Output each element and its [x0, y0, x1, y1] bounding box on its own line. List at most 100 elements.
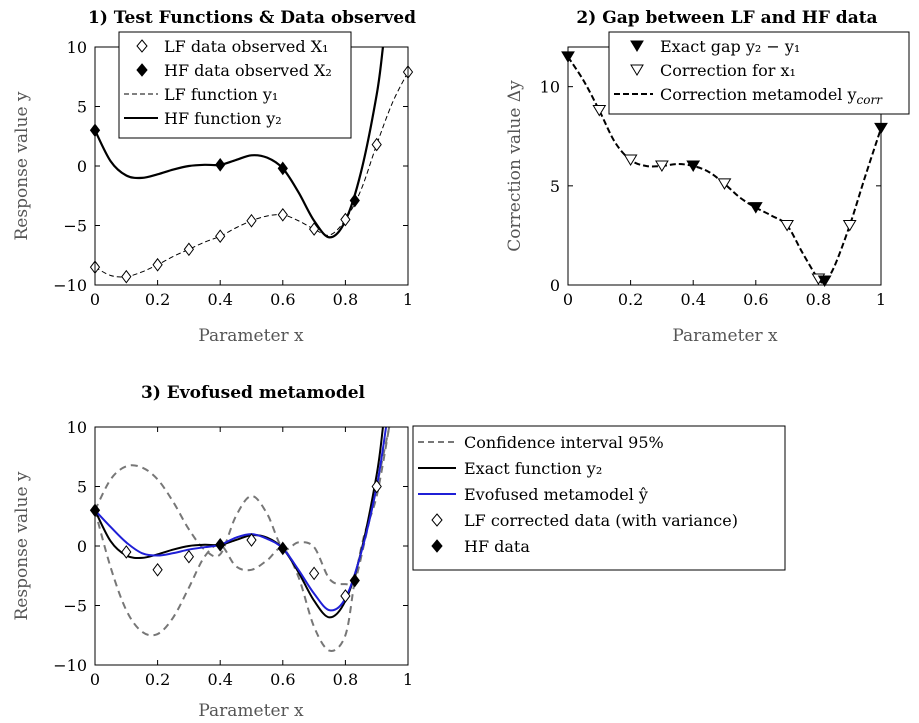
y-tick-label: 10 — [540, 78, 560, 97]
lf-corrected-point — [246, 533, 257, 547]
confidence-lower-line — [95, 427, 391, 652]
panel-2-xlabel: Parameter x — [672, 326, 778, 346]
panel-3-ylabel: Response value y — [12, 471, 32, 620]
y-tick-label: −10 — [53, 656, 87, 675]
y-tick-label: 0 — [77, 537, 87, 556]
x-tick-label: 0.2 — [618, 290, 643, 309]
legend-label-confidence: Confidence interval 95% — [464, 433, 664, 452]
correction-point — [780, 220, 794, 232]
correction-point — [717, 178, 732, 190]
lf-corrected-point — [308, 566, 320, 581]
x-tick-label: 1 — [403, 290, 413, 309]
panel-2-title: 2) Gap between LF and HF data — [576, 8, 877, 28]
confidence-upper-line — [95, 427, 391, 586]
panel-2-ylabel: Correction value Δy — [505, 80, 525, 252]
y-tick-label: 5 — [77, 478, 87, 497]
y-tick-label: −5 — [63, 597, 87, 616]
legend-label-evofused: Evofused metamodel ŷ — [464, 485, 648, 504]
hf-data-point — [349, 573, 360, 588]
legend-label-hf-data-3: HF data — [464, 537, 530, 556]
x-tick-label: 0.8 — [333, 290, 358, 309]
panel-3-frame — [94, 426, 409, 666]
lf-corrected-point — [152, 562, 163, 577]
panel-1-ylabel: Response value y — [12, 91, 32, 240]
panel-3-ticks: 0 0.2 0.4 0.6 0.8 1 −10 −5 0 5 10 — [53, 418, 413, 689]
legend-marker-exact-gap — [630, 40, 644, 52]
exact-function-line — [95, 427, 384, 619]
y-tick-label: 5 — [77, 98, 87, 117]
x-tick-label: 0.4 — [207, 290, 232, 309]
correction-point — [842, 220, 857, 232]
lf-data-point — [121, 269, 132, 284]
x-tick-label: 0 — [563, 290, 573, 309]
y-tick-label: 0 — [550, 276, 560, 295]
panel-1: 1) Test Functions & Data observed 0 0.2 0.… — [12, 8, 416, 346]
panel-1-ticks: 0 0.2 0.4 0.6 0.8 1 −10 −5 0 5 10 — [53, 38, 413, 309]
lf-data-point — [215, 229, 226, 244]
lf-data-point — [246, 213, 257, 228]
panel-2-legend: Exact gap y₂ − y₁ Correction for x₁ Corr… — [608, 31, 910, 115]
legend-marker-correction — [630, 64, 644, 76]
x-tick-label: 1 — [403, 670, 413, 689]
correction-point — [623, 154, 638, 167]
x-tick-label: 0.6 — [743, 290, 768, 309]
x-tick-label: 0.8 — [333, 670, 358, 689]
panel-2: 2) Gap between LF and HF data 0 0.2 0.4 0.6… — [505, 8, 910, 346]
exact-gap-point — [686, 160, 701, 172]
y-tick-label: −5 — [63, 217, 87, 236]
lf-data-point — [183, 242, 195, 257]
panel-3-xlabel: Parameter x — [198, 701, 304, 721]
x-tick-label: 0.2 — [145, 290, 170, 309]
correction-point — [592, 104, 607, 117]
lf-data-point — [152, 257, 163, 272]
panel-3-plot-area — [89, 427, 391, 652]
panel-3-title: 3) Evofused metamodel — [141, 383, 366, 403]
x-tick-label: 0.6 — [270, 670, 295, 689]
x-tick-label: 1 — [876, 290, 886, 309]
lf-data-point — [340, 212, 351, 227]
hf-data-point — [277, 161, 288, 176]
panel-3-legend: Confidence interval 95% Exact function y… — [412, 425, 786, 571]
legend-label-lf-corrected: LF corrected data (with variance) — [464, 511, 738, 530]
lf-data-point — [371, 137, 382, 152]
lf-corrected-point — [340, 589, 351, 603]
legend-label-correction-metamodel: Correction metamodel ycorr — [660, 85, 883, 107]
exact-gap-point — [748, 202, 763, 214]
panel-1-legend: LF data observed X₁ HF data observed X₂ … — [118, 31, 352, 139]
lf-data-point — [277, 207, 288, 222]
legend-label-hf-function: HF function y₂ — [164, 109, 282, 128]
legend-label-exact-function: Exact function y₂ — [464, 459, 602, 478]
hf-data-point — [277, 541, 288, 556]
legend-marker-hf-data — [136, 63, 148, 77]
panel-1-title: 1) Test Functions & Data observed — [88, 8, 416, 28]
panel-1-legend-box — [118, 31, 352, 139]
x-tick-label: 0.4 — [680, 290, 705, 309]
exact-gap-point — [817, 275, 832, 288]
y-tick-label: 10 — [67, 38, 87, 57]
legend-label-correction: Correction for x₁ — [660, 61, 796, 80]
x-tick-label: 0 — [90, 670, 100, 689]
hf-data-point — [349, 193, 360, 208]
hf-data-point — [215, 537, 226, 552]
lf-corrected-point — [121, 545, 132, 559]
legend-label-hf-data: HF data observed X₂ — [164, 61, 332, 80]
x-tick-label: 0.2 — [145, 670, 170, 689]
legend-label-lf-data: LF data observed X₁ — [164, 37, 329, 56]
lf-data-point — [308, 222, 320, 236]
evofused-metamodel-line — [95, 427, 388, 612]
panel-1-xlabel: Parameter x — [198, 326, 304, 346]
legend-marker-lf-corrected — [431, 513, 443, 527]
panel-2-legend-box — [608, 31, 910, 115]
panel-3-legend-box — [412, 425, 786, 571]
x-tick-label: 0.6 — [270, 290, 295, 309]
x-tick-label: 0.8 — [806, 290, 831, 309]
legend-label-lf-function: LF function y₁ — [164, 85, 278, 104]
y-tick-label: 5 — [550, 177, 560, 196]
panel-3: 3) Evofused metamodel 0 0.2 0.4 0.6 0.8 1 −10 −… — [12, 383, 786, 721]
lf-corrected-point — [183, 549, 195, 564]
y-tick-label: 10 — [67, 418, 87, 437]
y-tick-label: −10 — [53, 276, 87, 295]
